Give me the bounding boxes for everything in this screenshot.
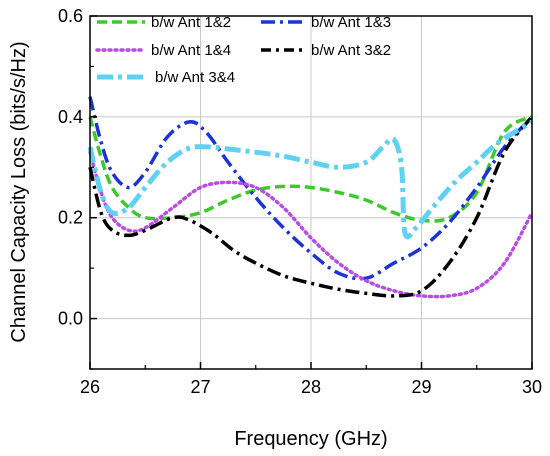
legend-label-3: b/w Ant 1&4 [151, 42, 231, 59]
x-tick-label: 26 [80, 377, 100, 397]
series-line-2 [88, 96, 534, 281]
x-tick-label: 27 [190, 377, 210, 397]
y-tick-label: 0.6 [58, 6, 83, 26]
legend: b/w Ant 1&2 b/w Ant 1&3 b/w Ant 1&4 b/w … [95, 14, 391, 86]
y-tick-label: 0.2 [58, 208, 83, 228]
series-line-1 [88, 115, 533, 223]
legend-label-1: b/w Ant 1&2 [151, 14, 231, 31]
x-tick-label: 30 [522, 377, 542, 397]
x-tick-label: 29 [411, 377, 431, 397]
x-axis-title: Frequency (GHz) [234, 428, 387, 450]
y-tick-label: 0.0 [58, 309, 83, 329]
legend-label-2: b/w Ant 1&3 [311, 14, 391, 31]
y-axis-title: Channel Capacity Loss (bits/s/Hz) [8, 41, 30, 342]
legend-label-5: b/w Ant 3&4 [155, 69, 235, 86]
legend-label-4: b/w Ant 3&2 [311, 42, 391, 59]
series-line-3 [88, 150, 534, 299]
series-line-4 [88, 115, 534, 298]
y-tick-label: 0.4 [58, 107, 83, 127]
x-tick-label: 28 [301, 377, 321, 397]
axis-ticks: 26 27 28 29 30 0.0 0.2 0.4 0.6 [58, 6, 542, 397]
series-lines [87, 96, 534, 299]
series-line-5 [87, 119, 534, 240]
